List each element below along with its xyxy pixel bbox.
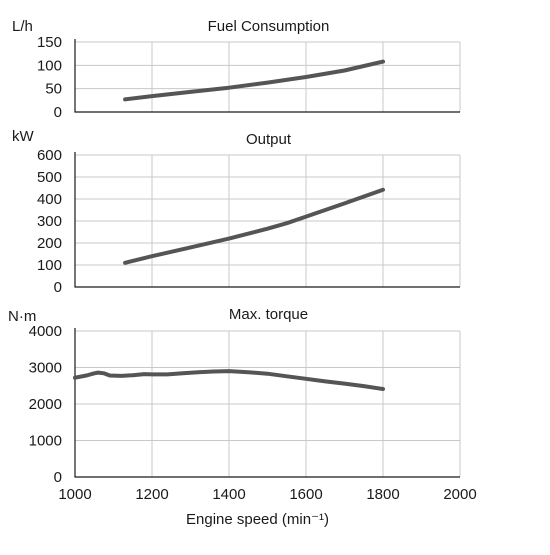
y-tick-label: 0 [54,469,62,486]
y-tick-label: 100 [37,257,62,274]
x-tick-label: 1400 [212,486,245,503]
y-tick-label: 600 [37,147,62,164]
y-tick-label: 50 [45,81,62,98]
y-tick-label: 300 [37,213,62,230]
y-tick-label: 400 [37,191,62,208]
y-tick-label: 4000 [29,323,62,340]
y-tick-label: 150 [37,34,62,51]
x-tick-label: 1200 [135,486,168,503]
x-axis-title: Engine speed (min⁻¹) [186,511,329,528]
y-tick-label: 2000 [29,396,62,413]
panel-title: Max. torque [229,306,308,323]
y-tick-label: 0 [54,279,62,296]
axis-lines [75,39,460,112]
y-axis-unit-label: kW [12,128,35,145]
y-tick-label: 200 [37,235,62,252]
y-tick-label: 100 [37,57,62,74]
axis-lines [75,152,460,287]
x-tick-label: 1600 [289,486,322,503]
y-axis-unit-label: N·m [8,308,36,325]
y-tick-label: 1000 [29,433,62,450]
y-axis-unit-label: L/h [12,18,33,35]
x-tick-label: 2000 [443,486,476,503]
series-line [125,62,383,100]
y-tick-label: 500 [37,169,62,186]
y-tick-label: 0 [54,104,62,121]
panel-title: Fuel Consumption [208,18,330,35]
series-line [125,190,383,263]
panel-title: Output [246,131,292,148]
x-tick-label: 1800 [366,486,399,503]
y-tick-label: 3000 [29,360,62,377]
axis-lines [75,328,460,477]
x-tick-label: 1000 [58,486,91,503]
